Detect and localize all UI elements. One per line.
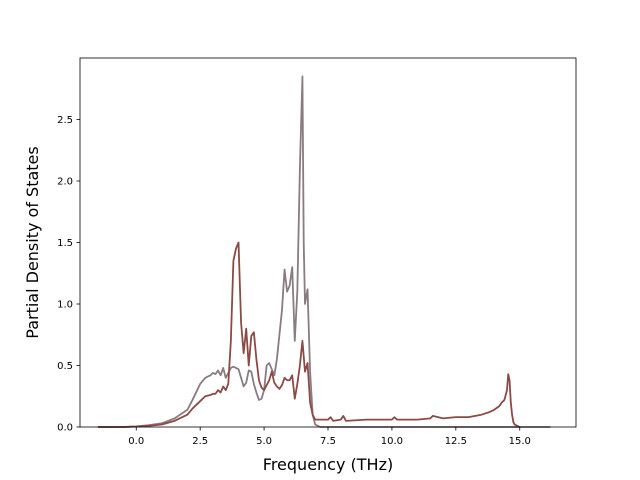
x-axis-label: Frequency (THz) [263,455,393,474]
plot-frame [79,57,577,428]
x-tick-label: 5.0 [256,436,272,447]
y-tick-label: 2.5 [57,115,73,126]
y-tick-label: 1.0 [57,300,73,311]
x-tick-label: 7.5 [320,436,336,447]
series-line-2 [97,241,521,428]
x-tick-label: 0.0 [128,436,144,447]
series-line-1 [97,75,551,428]
x-tick-label: 15.0 [509,436,531,447]
x-tick-label: 10.0 [381,436,403,447]
y-tick-label: 0.0 [57,423,73,434]
y-axis-label: Partial Density of States [23,146,42,338]
x-tick-label: 12.5 [445,436,467,447]
series-layer [97,75,551,428]
x-axis-ticks: 0.0 2.5 5.0 7.5 10.0 12.5 15.0 [128,427,531,447]
y-tick-label: 2.0 [57,177,73,188]
y-axis-ticks: 0.0 0.5 1.0 1.5 2.0 2.5 [57,115,80,434]
y-tick-label: 1.5 [57,238,73,249]
x-tick-label: 2.5 [192,436,208,447]
y-tick-label: 0.5 [57,361,73,372]
